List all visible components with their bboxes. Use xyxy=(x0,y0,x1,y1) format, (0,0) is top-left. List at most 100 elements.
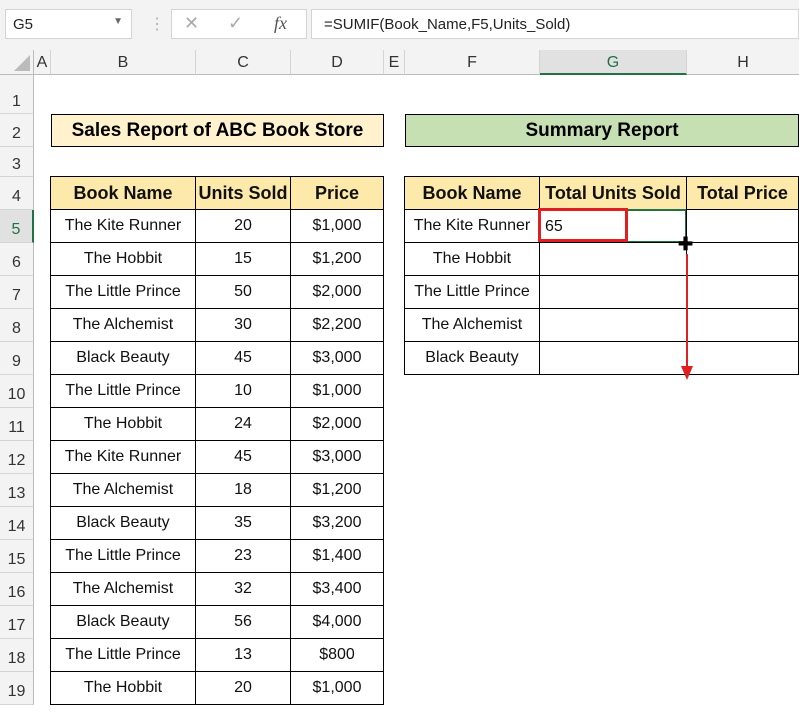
row-header-6[interactable]: 6 xyxy=(0,243,34,276)
summary-cell[interactable]: The Hobbit xyxy=(404,242,540,276)
sales-cell[interactable]: The Little Prince xyxy=(50,539,196,573)
sales-cell[interactable]: $2,000 xyxy=(290,275,384,309)
sales-cell[interactable]: $3,000 xyxy=(290,440,384,474)
row-header-14[interactable]: 14 xyxy=(0,507,34,540)
sales-cell[interactable]: 32 xyxy=(195,572,291,606)
summary-cell[interactable] xyxy=(686,308,799,342)
row-header-18[interactable]: 18 xyxy=(0,639,34,672)
sales-cell[interactable]: 15 xyxy=(195,242,291,276)
sales-cell[interactable]: The Kite Runner xyxy=(50,209,196,243)
sales-cell[interactable]: 50 xyxy=(195,275,291,309)
sales-cell[interactable]: 45 xyxy=(195,341,291,375)
name-box[interactable]: G5 ▼ xyxy=(5,9,132,39)
column-header-B[interactable]: B xyxy=(51,50,196,75)
sales-cell[interactable]: $1,000 xyxy=(290,209,384,243)
row-header-5[interactable]: 5 xyxy=(0,210,34,243)
column-header-D[interactable]: D xyxy=(291,50,384,75)
fill-handle-cursor-icon[interactable]: ✚ xyxy=(678,234,694,254)
sales-cell[interactable]: 56 xyxy=(195,605,291,639)
row-header-1[interactable]: 1 xyxy=(0,75,34,114)
sales-cell[interactable]: 45 xyxy=(195,440,291,474)
sales-cell[interactable]: 18 xyxy=(195,473,291,507)
column-header-A[interactable]: A xyxy=(34,50,51,75)
summary-cell[interactable]: The Little Prince xyxy=(404,275,540,309)
summary-header[interactable]: Total Units Sold xyxy=(539,176,687,210)
sales-cell[interactable]: The Alchemist xyxy=(50,308,196,342)
summary-cell[interactable] xyxy=(686,242,799,276)
row-header-15[interactable]: 15 xyxy=(0,540,34,573)
sales-cell[interactable]: 20 xyxy=(195,671,291,705)
sales-cell[interactable]: The Hobbit xyxy=(50,671,196,705)
sales-cell[interactable]: 10 xyxy=(195,374,291,408)
summary-cell[interactable] xyxy=(539,341,687,375)
summary-header[interactable]: Book Name xyxy=(404,176,540,210)
sales-cell[interactable]: 23 xyxy=(195,539,291,573)
row-header-3[interactable]: 3 xyxy=(0,147,34,177)
row-header-19[interactable]: 19 xyxy=(0,672,34,705)
enter-check-icon[interactable]: ✓ xyxy=(228,13,244,33)
summary-header[interactable]: Total Price xyxy=(686,176,799,210)
row-header-8[interactable]: 8 xyxy=(0,309,34,342)
row-header-11[interactable]: 11 xyxy=(0,408,34,441)
sales-cell[interactable]: $2,000 xyxy=(290,407,384,441)
formula-input[interactable]: =SUMIF(Book_Name,F5,Units_Sold) xyxy=(311,9,799,39)
sales-cell[interactable]: $2,200 xyxy=(290,308,384,342)
row-header-17[interactable]: 17 xyxy=(0,606,34,639)
column-header-H[interactable]: H xyxy=(687,50,799,75)
column-header-E[interactable]: E xyxy=(384,50,405,75)
sales-cell[interactable]: The Little Prince xyxy=(50,374,196,408)
summary-cell[interactable] xyxy=(539,242,687,276)
sales-header[interactable]: Price xyxy=(290,176,384,210)
summary-cell[interactable]: Black Beauty xyxy=(404,341,540,375)
sales-cell[interactable]: $800 xyxy=(290,638,384,672)
row-header-16[interactable]: 16 xyxy=(0,573,34,606)
summary-cell[interactable] xyxy=(539,275,687,309)
sales-cell[interactable]: 24 xyxy=(195,407,291,441)
chevron-down-icon[interactable]: ▼ xyxy=(113,16,123,27)
select-all-button[interactable] xyxy=(0,50,34,75)
row-header-12[interactable]: 12 xyxy=(0,441,34,474)
row-header-9[interactable]: 9 xyxy=(0,342,34,375)
sales-cell[interactable]: 30 xyxy=(195,308,291,342)
sales-cell[interactable]: $1,200 xyxy=(290,242,384,276)
sales-cell[interactable]: The Little Prince xyxy=(50,638,196,672)
row-header-2[interactable]: 2 xyxy=(0,114,34,147)
sales-cell[interactable]: $1,400 xyxy=(290,539,384,573)
insert-function-icon[interactable]: fx xyxy=(274,13,287,33)
summary-cell[interactable]: The Alchemist xyxy=(404,308,540,342)
sales-cell[interactable]: Black Beauty xyxy=(50,605,196,639)
sales-cell[interactable]: The Little Prince xyxy=(50,275,196,309)
row-header-13[interactable]: 13 xyxy=(0,474,34,507)
row-header-4[interactable]: 4 xyxy=(0,177,34,210)
summary-cell[interactable] xyxy=(686,209,799,243)
sales-cell[interactable]: $1,000 xyxy=(290,374,384,408)
summary-cell[interactable] xyxy=(686,275,799,309)
sales-cell[interactable]: $1,200 xyxy=(290,473,384,507)
row-header-10[interactable]: 10 xyxy=(0,375,34,408)
column-header-F[interactable]: F xyxy=(405,50,540,75)
cancel-icon[interactable]: ✕ xyxy=(184,13,200,33)
sales-cell[interactable]: The Hobbit xyxy=(50,242,196,276)
sales-cell[interactable]: 13 xyxy=(195,638,291,672)
summary-cell[interactable] xyxy=(539,308,687,342)
sales-cell[interactable]: $3,000 xyxy=(290,341,384,375)
sales-cell[interactable]: $1,000 xyxy=(290,671,384,705)
sales-cell[interactable]: Black Beauty xyxy=(50,341,196,375)
sales-cell[interactable]: 35 xyxy=(195,506,291,540)
sales-cell[interactable]: $3,400 xyxy=(290,572,384,606)
sales-cell[interactable]: $4,000 xyxy=(290,605,384,639)
summary-cell[interactable]: The Kite Runner xyxy=(404,209,540,243)
sales-header[interactable]: Units Sold xyxy=(195,176,291,210)
sales-header[interactable]: Book Name xyxy=(50,176,196,210)
sales-cell[interactable]: The Kite Runner xyxy=(50,440,196,474)
column-header-G[interactable]: G xyxy=(540,50,687,75)
sales-cell[interactable]: $3,200 xyxy=(290,506,384,540)
row-header-7[interactable]: 7 xyxy=(0,276,34,309)
sales-cell[interactable]: The Alchemist xyxy=(50,572,196,606)
sales-cell[interactable]: The Hobbit xyxy=(50,407,196,441)
summary-cell[interactable] xyxy=(686,341,799,375)
column-header-C[interactable]: C xyxy=(196,50,291,75)
sales-cell[interactable]: Black Beauty xyxy=(50,506,196,540)
sales-cell[interactable]: The Alchemist xyxy=(50,473,196,507)
sales-cell[interactable]: 20 xyxy=(195,209,291,243)
